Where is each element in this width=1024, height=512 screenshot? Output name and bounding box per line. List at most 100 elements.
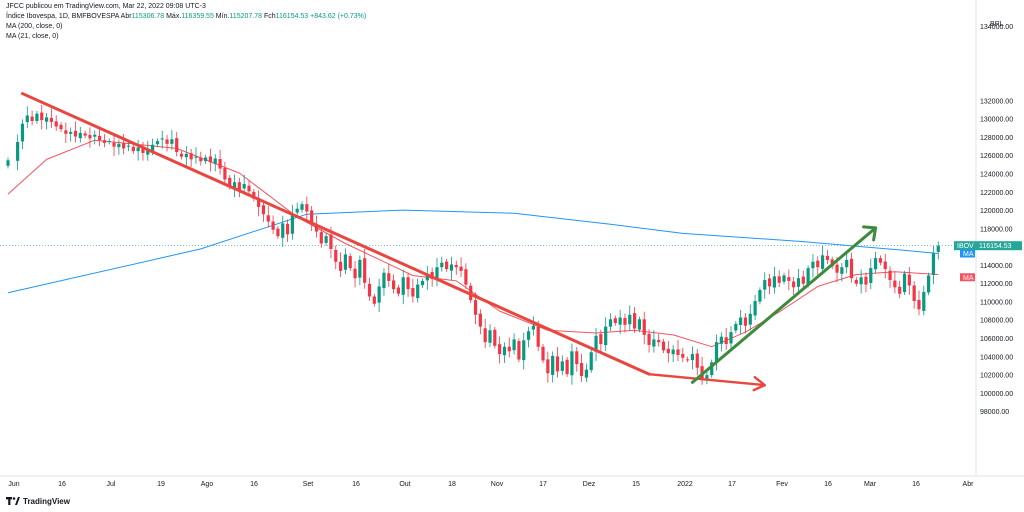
candle-body — [772, 276, 776, 288]
time-tick-label: 2022 — [677, 481, 693, 488]
candle-body — [290, 214, 294, 234]
ibov-badge — [954, 241, 976, 251]
candle-body — [377, 286, 381, 303]
candle-body — [367, 283, 372, 297]
candle-body — [681, 353, 685, 358]
close-label: Fch — [263, 13, 276, 20]
candle-body — [40, 112, 44, 121]
candle-body — [334, 250, 338, 262]
candle-body — [247, 185, 251, 192]
ma21-badge-label: MA — [963, 275, 974, 282]
candle-body — [131, 146, 135, 152]
candle-body — [502, 346, 507, 356]
candle-body — [792, 281, 796, 288]
candle-body — [440, 262, 444, 268]
candle-body — [6, 160, 10, 166]
candle-body — [392, 280, 396, 290]
candle-body — [276, 228, 280, 237]
candle-body — [526, 331, 531, 340]
candle-body — [555, 356, 560, 372]
time-tick-label: Mar — [864, 481, 877, 488]
time-tick-label: 19 — [157, 481, 165, 488]
candle-body — [242, 184, 246, 189]
time-tick-label: 17 — [539, 481, 547, 488]
candle-body — [724, 337, 728, 345]
candle-body — [314, 225, 319, 232]
candle-body — [657, 339, 661, 343]
price-tick-label: 114000.00 — [980, 263, 1013, 270]
time-tick-label: Jul — [107, 481, 116, 488]
candle-body — [647, 333, 651, 345]
candle-body — [907, 274, 911, 286]
time-tick-label: 18 — [448, 481, 456, 488]
candle-body — [787, 277, 791, 281]
candle-body — [199, 157, 203, 162]
candle-body — [102, 140, 106, 143]
candle-body — [493, 329, 497, 346]
candle-body — [695, 353, 699, 368]
candle-body — [237, 182, 241, 190]
candle-body — [16, 142, 20, 161]
candle-body — [686, 359, 690, 361]
ma21-badge — [960, 273, 975, 282]
last-price-badge — [976, 241, 1022, 251]
candle-body — [310, 210, 314, 224]
candle-body — [777, 276, 781, 283]
ma21-line — [7, 139, 939, 348]
symbol-label[interactable]: Índice Ibovespa, 1D, BMFBOVESPA — [6, 13, 120, 20]
candle-body — [266, 215, 270, 222]
downtrend-line — [20, 92, 651, 376]
candle-body — [628, 314, 632, 325]
price-tick-label: 120000.00 — [980, 208, 1013, 215]
ibov-badge-label: IBOV — [957, 243, 974, 250]
close-value: 116154.53 — [275, 13, 309, 20]
candle-body — [194, 156, 198, 158]
candle-body — [151, 144, 155, 151]
price-tick-label: 106000.00 — [980, 336, 1013, 343]
footer-brand[interactable]: TradingView — [6, 497, 70, 506]
candle-body — [49, 117, 53, 122]
price-tick-label: 130000.00 — [980, 117, 1013, 124]
candle-body — [912, 285, 916, 302]
price-tick-label: 126000.00 — [980, 153, 1013, 160]
candle-body — [719, 336, 723, 344]
candle-body — [59, 124, 63, 130]
candle-body — [78, 132, 82, 139]
time-tick-label: Jun — [8, 481, 19, 488]
candle-body — [324, 236, 328, 243]
time-tick-label: 17 — [728, 481, 736, 488]
candle-body — [464, 269, 468, 285]
candle-body — [165, 139, 169, 144]
candle-body — [816, 260, 820, 268]
candle-body — [459, 266, 463, 271]
indicator-ma200-legend[interactable]: MA (200, close, 0) — [6, 23, 63, 30]
candle-body — [179, 153, 184, 157]
candle-body — [512, 339, 516, 351]
candle-body — [319, 232, 323, 244]
candle-body — [796, 278, 801, 287]
time-tick-label: 16 — [824, 481, 832, 488]
candle-body — [401, 277, 405, 295]
candle-body — [146, 150, 150, 155]
candle-body — [473, 300, 478, 315]
candle-body — [618, 317, 622, 325]
candle-body — [387, 273, 391, 281]
candle-body — [874, 258, 878, 270]
candle-body — [536, 326, 540, 347]
candle-body — [184, 153, 188, 158]
indicator-ma21-legend[interactable]: MA (21, close, 0) — [6, 33, 59, 40]
candle-body — [825, 255, 829, 260]
candle-body — [358, 259, 362, 278]
candle-body — [763, 280, 767, 290]
price-tick-label: 132000.00 — [980, 98, 1013, 105]
candle-body — [661, 341, 666, 351]
downtrend-arrow-shaft — [647, 372, 766, 387]
time-tick-label: Nov — [491, 481, 504, 488]
time-tick-label: 15 — [632, 481, 640, 488]
candle-body — [666, 348, 670, 354]
price-tick-label: 134000.00 — [980, 24, 1013, 31]
time-tick-label: Ago — [201, 481, 214, 488]
candle-body — [117, 143, 121, 148]
